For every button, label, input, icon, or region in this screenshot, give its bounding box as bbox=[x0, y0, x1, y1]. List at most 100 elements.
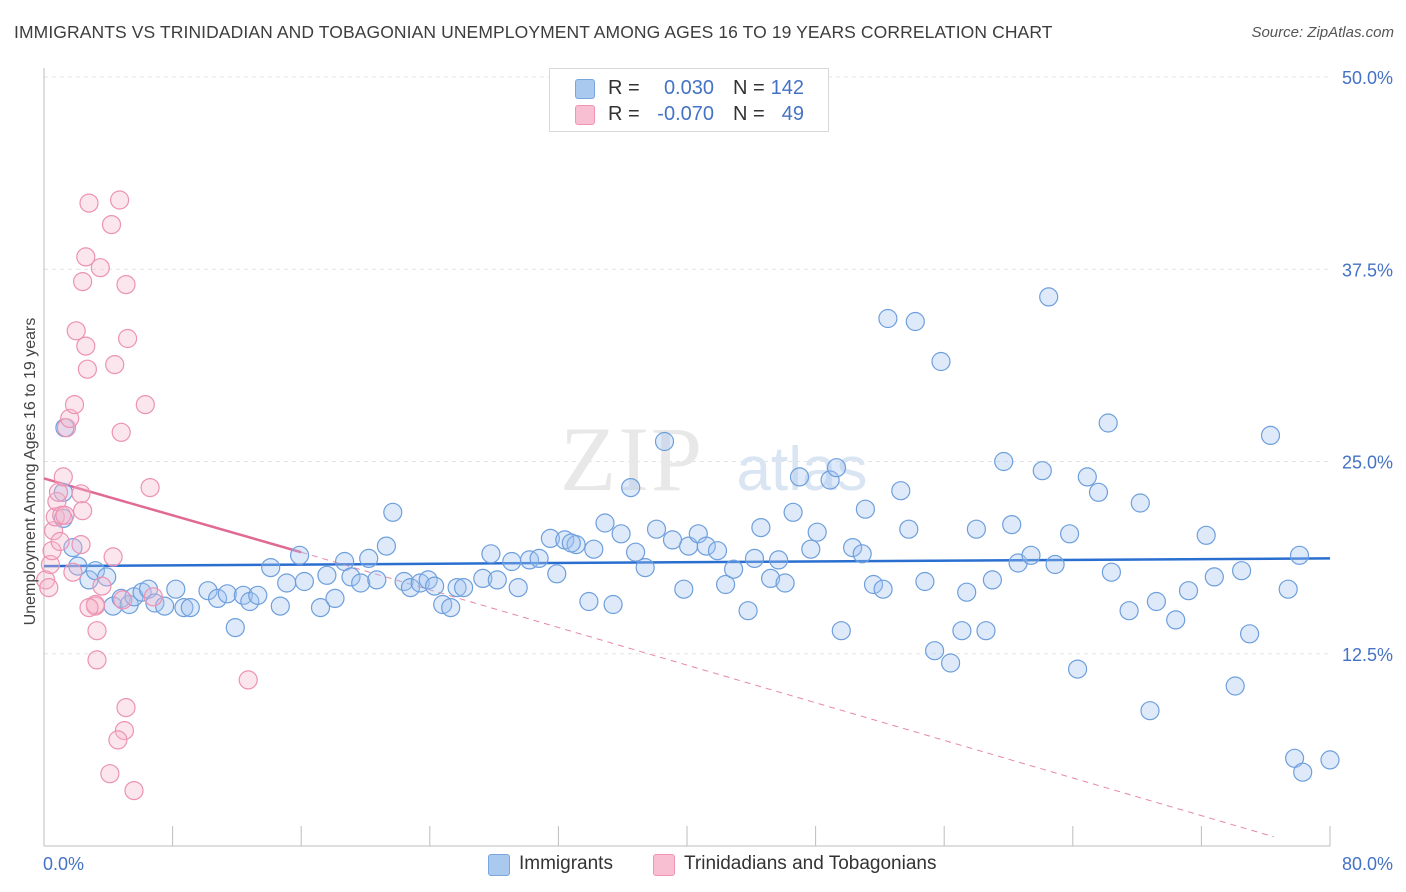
immigrants-point bbox=[696, 536, 716, 556]
trinidadian-point bbox=[109, 190, 130, 210]
trinidadian-point bbox=[72, 272, 93, 292]
x-tick-label: 0.0% bbox=[43, 854, 84, 874]
immigrants-point bbox=[473, 568, 493, 589]
trinidadian-point bbox=[140, 478, 160, 498]
immigrants-point bbox=[508, 577, 528, 598]
immigrants-point bbox=[1130, 493, 1150, 513]
r-label: R = bbox=[608, 77, 640, 99]
immigrants-point bbox=[166, 579, 186, 599]
immigrants-point bbox=[801, 539, 821, 559]
immigrants-point bbox=[603, 594, 623, 615]
immigrants-point bbox=[1293, 762, 1313, 782]
immigrants-trend-line bbox=[43, 557, 1331, 568]
trinidadian-point bbox=[79, 193, 99, 213]
immigrants-point bbox=[723, 559, 744, 579]
x-tick-label: 80.0% bbox=[1342, 854, 1393, 874]
immigrants-point bbox=[635, 557, 655, 578]
immigrants-point bbox=[915, 571, 935, 592]
trinidadian-point bbox=[87, 650, 107, 670]
immigrants-point bbox=[899, 519, 919, 539]
immigrants-point bbox=[561, 533, 581, 553]
y-tick-label: 50.0% bbox=[1342, 68, 1393, 88]
trinidadians-swatch bbox=[575, 105, 595, 125]
immigrants-point bbox=[487, 570, 507, 590]
immigrants-point bbox=[621, 478, 641, 498]
immigrants-point bbox=[783, 502, 803, 522]
trinidadian-point bbox=[40, 554, 61, 575]
immigrants-point bbox=[905, 311, 925, 332]
immigrants-point bbox=[654, 431, 675, 452]
immigrants-point bbox=[540, 528, 561, 549]
immigrants-point bbox=[359, 548, 379, 569]
immigrants-point bbox=[595, 513, 615, 533]
trinidadian-point bbox=[114, 720, 135, 741]
stats-legend: R = 0.030 N = 142 R = -0.070 N = 49 bbox=[549, 68, 829, 132]
trinidadian-point bbox=[87, 621, 107, 641]
immigrants-point bbox=[1178, 581, 1199, 601]
immigrants-point bbox=[751, 517, 771, 538]
immigrants-point bbox=[646, 519, 667, 539]
immigrants-point bbox=[1059, 524, 1080, 544]
immigrants-point bbox=[863, 574, 884, 595]
axis-labels: 12.5% 25.0% 37.5% 50.0% 0.0% 80.0% Unemploymen… bbox=[22, 68, 1393, 874]
trinidadian-point bbox=[135, 395, 155, 415]
trinidadian-point bbox=[79, 597, 99, 618]
immigrants-point bbox=[225, 617, 245, 638]
immigrants-point bbox=[325, 588, 345, 609]
immigrants-point bbox=[831, 621, 851, 641]
trend-lines bbox=[43, 477, 1331, 838]
y-axis-title: Unemployment Among Ages 16 to 19 years bbox=[22, 318, 39, 626]
n-value: 142 bbox=[770, 77, 804, 99]
immigrants-point bbox=[1039, 287, 1059, 307]
immigrants-point bbox=[826, 458, 847, 478]
immigrants-point bbox=[924, 641, 945, 661]
immigrants-point bbox=[707, 541, 728, 561]
trinidadian-point bbox=[45, 507, 65, 527]
trinidadian-point bbox=[53, 467, 73, 487]
immigrants-point bbox=[310, 597, 331, 618]
immigrants-point bbox=[1320, 750, 1340, 770]
immigrants-point bbox=[248, 585, 268, 605]
immigrants-point bbox=[1289, 545, 1310, 565]
source-label: Source: ZipAtlas.com bbox=[1251, 24, 1394, 41]
immigrants-point bbox=[891, 481, 911, 501]
immigrants-point bbox=[1067, 659, 1088, 679]
trinidadian-point bbox=[43, 521, 64, 541]
immigrants-point bbox=[270, 596, 290, 616]
immigrants-point bbox=[1225, 676, 1245, 696]
immigrants-point bbox=[744, 548, 765, 569]
immigrants-point bbox=[180, 597, 200, 618]
trinidadian-point bbox=[143, 587, 163, 607]
immigrants-point bbox=[768, 550, 789, 570]
trinidadian-point bbox=[92, 576, 112, 596]
immigrants-point bbox=[1045, 554, 1065, 575]
immigrants-point bbox=[441, 597, 461, 618]
immigrants-point bbox=[1077, 467, 1097, 487]
watermark-zip: ZIP bbox=[560, 408, 704, 510]
immigrants-point bbox=[529, 548, 549, 569]
immigrants-point bbox=[519, 550, 540, 570]
immigrants-point bbox=[1204, 567, 1224, 587]
immigrants-point bbox=[1146, 591, 1167, 612]
immigrants-point bbox=[217, 584, 237, 604]
immigrants-point bbox=[1231, 561, 1252, 581]
n-label: N = bbox=[733, 103, 765, 125]
immigrants-point bbox=[1119, 601, 1139, 621]
immigrants-point bbox=[775, 573, 795, 593]
immigrants-point bbox=[952, 621, 972, 641]
trinidadian-point bbox=[71, 484, 91, 504]
immigrants-swatch bbox=[575, 79, 595, 99]
immigrants-point bbox=[662, 530, 683, 550]
immigrants-point bbox=[547, 564, 567, 584]
immigrants-point bbox=[855, 499, 876, 519]
chart-title: IMMIGRANTS VS TRINIDADIAN AND TOBAGONIAN… bbox=[14, 22, 1053, 42]
immigrants-point bbox=[852, 544, 872, 564]
immigrants-point bbox=[760, 568, 781, 589]
trinidadian-point bbox=[77, 359, 98, 379]
trinidadian-point bbox=[116, 275, 136, 295]
trinidadian-point bbox=[238, 670, 258, 690]
immigrants-point bbox=[807, 522, 827, 542]
trinidadian-point bbox=[48, 482, 69, 502]
immigrants-point bbox=[261, 557, 281, 578]
immigrants-point bbox=[931, 351, 951, 372]
